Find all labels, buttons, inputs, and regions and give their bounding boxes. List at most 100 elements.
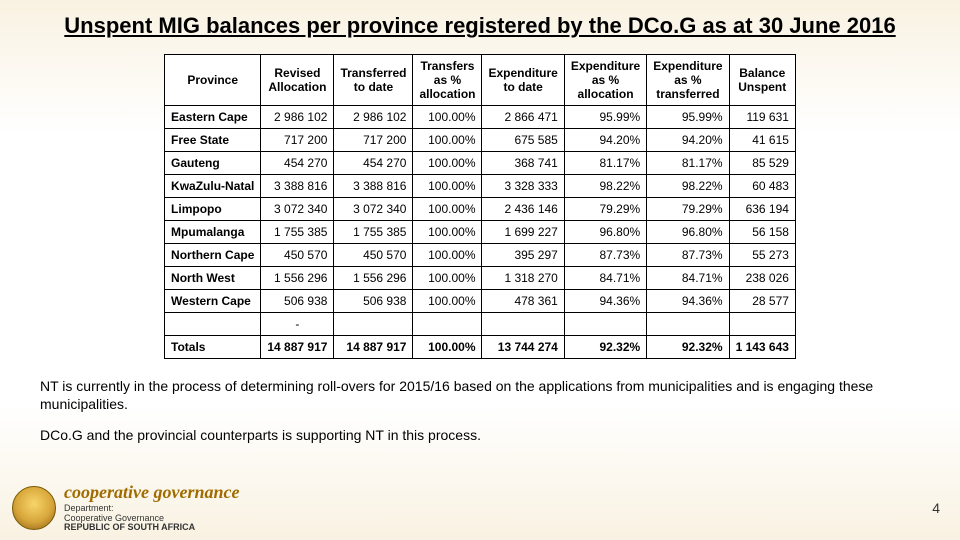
note-2: DCo.G and the provincial counterparts is… — [40, 426, 920, 445]
dept-line3: REPUBLIC OF SOUTH AFRICA — [64, 523, 239, 532]
cell-balance: 56 158 — [729, 220, 795, 243]
col-transfers-pct: Transfersas %allocation — [413, 54, 482, 105]
cell-expenditure: 2 436 146 — [482, 197, 564, 220]
col-exp-pct-alloc: Expenditureas %allocation — [564, 54, 646, 105]
cell-exp-pct-trans: 94.36% — [647, 289, 729, 312]
col-balance: BalanceUnspent — [729, 54, 795, 105]
cell-exp-pct-alloc: 95.99% — [564, 105, 646, 128]
cell-expenditure: 3 328 333 — [482, 174, 564, 197]
cell-totals-e-pct-t: 92.32% — [647, 335, 729, 358]
col-expenditure: Expenditureto date — [482, 54, 564, 105]
cell-exp-pct-alloc: 79.29% — [564, 197, 646, 220]
table-totals-row: Totals14 887 91714 887 917100.00%13 744 … — [165, 335, 796, 358]
cell-balance: 636 194 — [729, 197, 795, 220]
page-number: 4 — [932, 500, 940, 516]
table-row: Gauteng454 270454 270100.00%368 74181.17… — [165, 151, 796, 174]
table-row: Free State717 200717 200100.00%675 58594… — [165, 128, 796, 151]
slide-title: Unspent MIG balances per province regist… — [40, 12, 920, 40]
note-1: NT is currently in the process of determ… — [40, 377, 920, 415]
cell-transfers-pct: 100.00% — [413, 151, 482, 174]
cell-exp-pct-trans: 84.71% — [647, 266, 729, 289]
cell-revised: 3 072 340 — [261, 197, 334, 220]
cell-exp-pct-trans: 87.73% — [647, 243, 729, 266]
cell-transfers-pct: 100.00% — [413, 266, 482, 289]
cell-province: KwaZulu-Natal — [165, 174, 261, 197]
cell-revised: 1 755 385 — [261, 220, 334, 243]
table-row: Eastern Cape2 986 1022 986 102100.00%2 8… — [165, 105, 796, 128]
cell-totals-expenditure: 13 744 274 — [482, 335, 564, 358]
cell-transfers-pct: 100.00% — [413, 289, 482, 312]
cell-totals-balance: 1 143 643 — [729, 335, 795, 358]
cell-revised: 717 200 — [261, 128, 334, 151]
cell-transferred: 2 986 102 — [334, 105, 413, 128]
cell-totals-e-pct-a: 92.32% — [564, 335, 646, 358]
notes-block: NT is currently in the process of determ… — [40, 377, 920, 446]
col-revised: RevisedAllocation — [261, 54, 334, 105]
col-transferred: Transferredto date — [334, 54, 413, 105]
cell-transferred: 717 200 — [334, 128, 413, 151]
cell-totals-label: Totals — [165, 335, 261, 358]
cell-transferred: 506 938 — [334, 289, 413, 312]
cell-transferred: 1 755 385 — [334, 220, 413, 243]
cell-province: North West — [165, 266, 261, 289]
cell-expenditure: 368 741 — [482, 151, 564, 174]
table-row: North West1 556 2961 556 296100.00%1 318… — [165, 266, 796, 289]
cell-revised: 3 388 816 — [261, 174, 334, 197]
cell-balance: 60 483 — [729, 174, 795, 197]
cell-transferred: 454 270 — [334, 151, 413, 174]
coat-of-arms-icon — [12, 486, 56, 530]
cell-transfers-pct: 100.00% — [413, 174, 482, 197]
cell-revised: 454 270 — [261, 151, 334, 174]
cell-province: Eastern Cape — [165, 105, 261, 128]
cell-transfers-pct: 100.00% — [413, 197, 482, 220]
cell-balance: 85 529 — [729, 151, 795, 174]
table-row: Limpopo3 072 3403 072 340100.00%2 436 14… — [165, 197, 796, 220]
cell-balance: 238 026 — [729, 266, 795, 289]
cell-exp-pct-trans: 94.20% — [647, 128, 729, 151]
cell-revised: 2 986 102 — [261, 105, 334, 128]
cell-exp-pct-trans: 79.29% — [647, 197, 729, 220]
cell-province: Gauteng — [165, 151, 261, 174]
footer: cooperative governance Department: Coope… — [0, 476, 960, 540]
slide: Unspent MIG balances per province regist… — [0, 0, 960, 540]
cell-expenditure: 395 297 — [482, 243, 564, 266]
cell-expenditure: 2 866 471 — [482, 105, 564, 128]
cell-exp-pct-trans: 95.99% — [647, 105, 729, 128]
cell-exp-pct-trans: 96.80% — [647, 220, 729, 243]
cell-transferred: 450 570 — [334, 243, 413, 266]
cell-balance: 119 631 — [729, 105, 795, 128]
cell-exp-pct-alloc: 96.80% — [564, 220, 646, 243]
cell-revised: 450 570 — [261, 243, 334, 266]
cell-transfers-pct: 100.00% — [413, 128, 482, 151]
cell-transferred: 3 388 816 — [334, 174, 413, 197]
cell-balance: 41 615 — [729, 128, 795, 151]
table-row: Western Cape506 938506 938100.00%478 361… — [165, 289, 796, 312]
cell-exp-pct-alloc: 87.73% — [564, 243, 646, 266]
cell-totals-transferred: 14 887 917 — [334, 335, 413, 358]
cell-balance: 28 577 — [729, 289, 795, 312]
dept-title: cooperative governance — [64, 483, 239, 502]
table-blank-row: - — [165, 312, 796, 335]
cell-transfers-pct: 100.00% — [413, 243, 482, 266]
table-row: KwaZulu-Natal3 388 8163 388 816100.00%3 … — [165, 174, 796, 197]
table-row: Mpumalanga1 755 3851 755 385100.00%1 699… — [165, 220, 796, 243]
cell-expenditure: 675 585 — [482, 128, 564, 151]
table-row: Northern Cape450 570450 570100.00%395 29… — [165, 243, 796, 266]
cell-province: Northern Cape — [165, 243, 261, 266]
col-exp-pct-trans: Expenditureas %transferred — [647, 54, 729, 105]
cell-exp-pct-trans: 81.17% — [647, 151, 729, 174]
cell-exp-pct-trans: 98.22% — [647, 174, 729, 197]
department-block: cooperative governance Department: Coope… — [64, 483, 239, 532]
cell-exp-pct-alloc: 94.36% — [564, 289, 646, 312]
cell-transfers-pct: 100.00% — [413, 220, 482, 243]
cell-revised: 506 938 — [261, 289, 334, 312]
cell-exp-pct-alloc: 84.71% — [564, 266, 646, 289]
cell-province: Western Cape — [165, 289, 261, 312]
cell-revised: 1 556 296 — [261, 266, 334, 289]
cell-exp-pct-alloc: 98.22% — [564, 174, 646, 197]
cell-transferred: 1 556 296 — [334, 266, 413, 289]
table-header-row: Province RevisedAllocation Transferredto… — [165, 54, 796, 105]
cell-transferred: 3 072 340 — [334, 197, 413, 220]
cell-transfers-pct: 100.00% — [413, 105, 482, 128]
cell-blank-marker: - — [261, 312, 334, 335]
